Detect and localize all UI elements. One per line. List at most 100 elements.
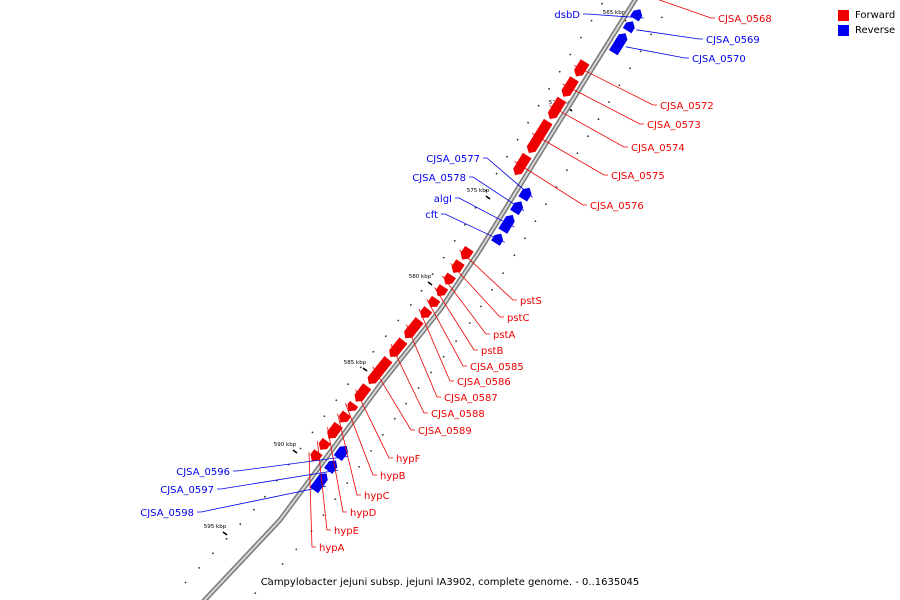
gene-cjsa-0589-label[interactable]: CJSA_0589 [418,426,472,437]
tick-dot [323,415,326,418]
gene-cjsa-0575-label[interactable]: CJSA_0575 [611,171,665,182]
gene-cjsa-0597-label[interactable]: CJSA_0597 [160,485,214,496]
tick-dot [359,366,362,369]
gene-cjsa-0569-leader [636,29,703,40]
gene-cjsa-0573-label[interactable]: CJSA_0573 [647,120,701,131]
gene-hypc-label[interactable]: hypC [364,491,390,502]
tick-dot [506,155,508,158]
tick-label: 575 kbp [467,188,490,194]
gene-psta-block[interactable] [442,271,458,286]
tick-dot [370,450,372,452]
gene-hypa-label[interactable]: hypA [319,543,345,554]
gene-pstc-block[interactable] [450,258,466,274]
gene-hypd-block[interactable] [326,420,344,440]
tick-label: 590 kbp [274,442,297,448]
gene-cjsa-0570-label[interactable]: CJSA_0570 [692,54,746,65]
gene-cjsa-0585-block[interactable] [427,294,442,308]
tick-dot [576,152,579,155]
gene-cjsa-0598-label[interactable]: CJSA_0598 [140,508,194,519]
gene-cjsa-0585-label[interactable]: CJSA_0585 [470,362,524,373]
gene-cjsa-0588-label[interactable]: CJSA_0588 [431,409,485,420]
gene-hypf-block[interactable] [353,382,373,403]
gene-cft-label[interactable]: cft [425,210,438,221]
gene-hypd-leader [327,427,347,513]
gene-cjsa-0568-leader [658,0,715,19]
gene-pstb-block[interactable] [435,283,450,298]
gene-psta-label[interactable]: pstA [493,330,515,341]
gene-dsbd-block[interactable] [629,8,644,23]
gene-pstb-label[interactable]: pstB [481,346,503,357]
gene-cjsa-0575-block[interactable] [525,117,554,154]
tick-dot [580,36,582,39]
gene-hypa-leader [308,452,316,548]
gene-cjsa-0586-block[interactable] [419,305,434,319]
tick-label: 565 kbp [603,10,626,16]
gene-cjsa-0569-block[interactable] [621,20,636,35]
gene-cft-block[interactable] [489,232,505,247]
gene-cjsa-0589-leader [372,366,415,431]
gene-psts-leader [459,249,517,301]
gene-cjsa-0569-label[interactable]: CJSA_0569 [706,35,760,46]
legend-item-reverse: Reverse [838,23,895,38]
gene-cjsa-0575-leader [531,133,608,176]
legend-reverse-label: Reverse [855,25,896,36]
gene-cjsa-0576-label[interactable]: CJSA_0576 [590,201,644,212]
tick-dot [430,371,432,374]
tick-dot [212,552,214,555]
gene-cjsa-0572-label[interactable]: CJSA_0572 [660,101,714,112]
legend-forward-label: Forward [855,10,896,21]
gene-cjsa-0577-label[interactable]: CJSA_0577 [426,154,480,165]
gene-cjsa-0568-label[interactable]: CJSA_0568 [718,14,772,25]
gene-cjsa-0574-label[interactable]: CJSA_0574 [631,143,685,154]
tick-dot [524,237,526,240]
gene-cjsa-0570-block[interactable] [607,32,629,57]
gene-hypc-block[interactable] [338,409,353,424]
gene-cjsa-0572-block[interactable] [573,58,591,78]
gene-dsbd-label[interactable]: dsbD [554,10,580,21]
forward-swatch [838,10,849,21]
gene-algi-label[interactable]: algI [434,194,452,205]
gene-algi-block[interactable] [497,214,516,235]
gene-hype-label[interactable]: hypE [334,526,359,537]
gene-cjsa-0587-label[interactable]: CJSA_0587 [444,393,498,404]
tick-mark [292,449,298,454]
gene-psts-label[interactable]: pstS [520,296,542,307]
gene-cjsa-0578-label[interactable]: CJSA_0578 [412,173,466,184]
gene-hypf-label[interactable]: hypF [396,454,421,465]
tick-label: 580 kbp [409,274,432,280]
tick-dot [513,254,516,257]
gene-pstb-leader [434,287,478,351]
gene-algi-leader [455,197,515,228]
gene-cjsa-0577-block[interactable] [517,186,533,203]
gene-hype-block[interactable] [317,436,332,451]
tick-dot [618,84,621,87]
gene-cjsa-0587-block[interactable] [403,315,425,340]
gene-cjsa-0576-leader [514,161,587,206]
gene-cjsa-0596-label[interactable]: CJSA_0596 [176,467,230,478]
map-caption: Campylobacter jejuni subsp. jejuni IA390… [260,577,640,588]
tick-dot [601,2,603,5]
gene-cjsa-0578-leader [469,176,525,212]
tick-dot [527,121,529,124]
gene-cjsa-0589-block[interactable] [366,354,394,385]
gene-psts-block[interactable] [459,244,475,261]
tick-dot [420,289,423,292]
gene-hypb-label[interactable]: hypB [380,471,406,482]
gene-pstc-leader [450,263,504,318]
gene-cjsa-0586-label[interactable]: CJSA_0586 [457,377,511,388]
gene-pstc-label[interactable]: pstC [507,313,529,324]
gene-cjsa-0573-block[interactable] [560,75,580,98]
tick-dot [548,87,550,90]
tick-dot [442,256,445,259]
tick-dot [405,402,407,405]
gene-hypd-label[interactable]: hypD [350,508,377,519]
gene-cjsa-0576-block[interactable] [512,151,533,177]
tick-dot [629,67,631,70]
gene-hypb-leader [345,403,377,476]
gene-dsbd-leader [583,13,644,19]
gene-cjsa-0574-block[interactable] [547,95,568,120]
gene-cjsa-0597-leader [217,469,339,490]
gene-hypb-block[interactable] [346,399,360,413]
tick-dot [253,508,255,511]
gene-cjsa-0588-block[interactable] [388,336,409,358]
